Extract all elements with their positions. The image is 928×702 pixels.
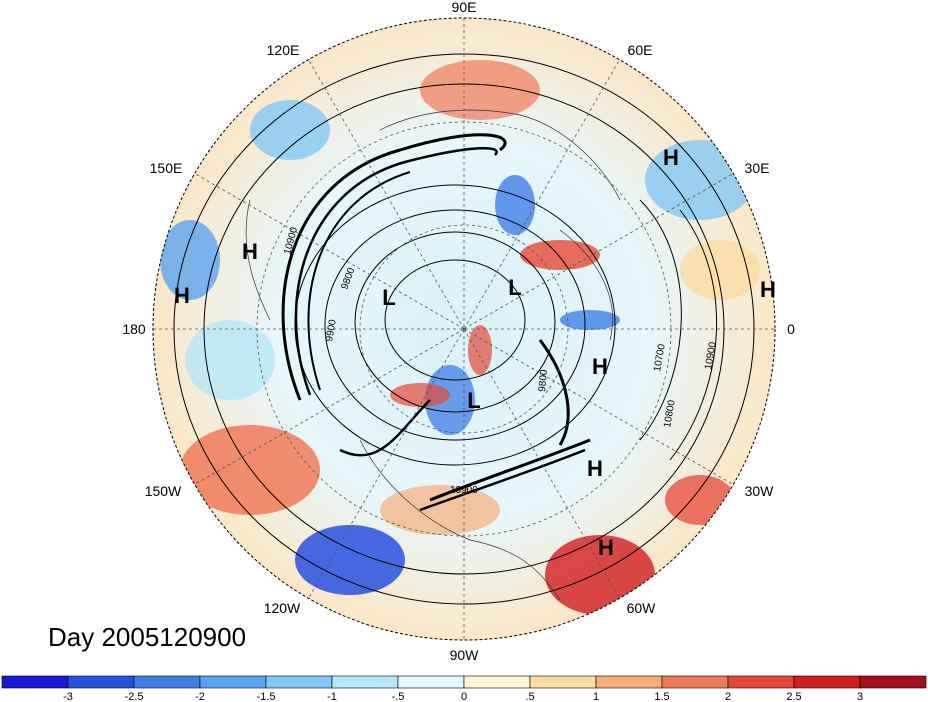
colorbar-tick-label: -2 [195,691,205,702]
colorbar-swatch [529,675,597,689]
high-marker: H [592,354,608,379]
lon-label-90e: 90E [452,0,477,15]
colorbar-tick-label: 0 [461,691,467,702]
longitude-labels: 90E 60E 30E 0 30W 60W 90W 120W 150W 180 … [122,0,795,663]
coastlines [245,109,621,601]
contour-label: 10900 [450,485,478,496]
colorbar-swatch [595,675,663,689]
colorbar-tick-label: .5 [525,691,534,702]
colorbar-tick-label: -1 [327,691,337,702]
colorbar-swatch [727,675,795,689]
colorbar-tick-label: -.5 [392,691,405,702]
lon-label-120w: 120W [264,600,301,616]
pressure-markers: H H H H H H H L L L [174,145,776,560]
height-contours [173,53,755,605]
colorbar-swatch [133,675,201,689]
lon-label-30w: 30W [745,483,775,499]
lon-label-150e: 150E [150,160,183,176]
colorbar-swatch [1,675,69,689]
colorbar-swatch [463,675,531,689]
colorbar-swatch [67,675,135,689]
low-marker: L [508,275,521,300]
colorbar-tick-label: 2.5 [786,691,801,702]
colorbar-tick-label: 1.5 [654,691,669,702]
contour-label: 10700 [652,343,668,373]
graticule [153,18,775,640]
lon-label-90w: 90W [450,647,480,663]
colorbar-tick-label: 2 [725,691,731,702]
map-title: Day 2005120900 [48,622,246,652]
colorbar-tick-label: -3 [63,691,73,702]
high-marker: H [587,456,603,481]
colorbar-swatch [265,675,333,689]
contour-label: 9800 [537,369,550,393]
lon-label-30e: 30E [745,160,770,176]
high-marker: H [598,535,614,560]
contour-label: 10900 [703,341,719,371]
colorbar: -3 -2.5 -2 -1.5 -1 -.5 0 .5 1 1.5 2 2.5 3 [1,675,927,702]
lon-label-150w: 150W [145,483,182,499]
colorbar-tick-label: 1 [593,691,599,702]
lon-label-60w: 60W [627,600,657,616]
colorbar-swatch [331,675,399,689]
colorbar-tick-label: 3 [857,691,863,702]
colorbar-swatch [199,675,267,689]
colorbar-swatch [661,675,729,689]
colorbar-tick-label: -1.5 [257,691,276,702]
contour-label: 10800 [662,399,678,429]
colorbar-swatch [859,675,927,689]
high-marker: H [174,283,190,308]
colorbar-swatch [793,675,861,689]
high-marker: H [760,277,776,302]
high-marker: H [663,145,679,170]
colorbar-tick-label: -2.5 [125,691,144,702]
contour-label: 9900 [324,318,339,342]
lon-label-60e: 60E [628,42,653,58]
low-marker: L [382,285,395,310]
high-marker: H [242,239,258,264]
lon-label-0: 0 [787,321,795,337]
lon-label-180: 180 [122,321,146,337]
colorbar-swatch [397,675,465,689]
lon-label-120e: 120E [267,42,300,58]
map-boundary [152,17,776,641]
low-marker: L [467,388,480,413]
